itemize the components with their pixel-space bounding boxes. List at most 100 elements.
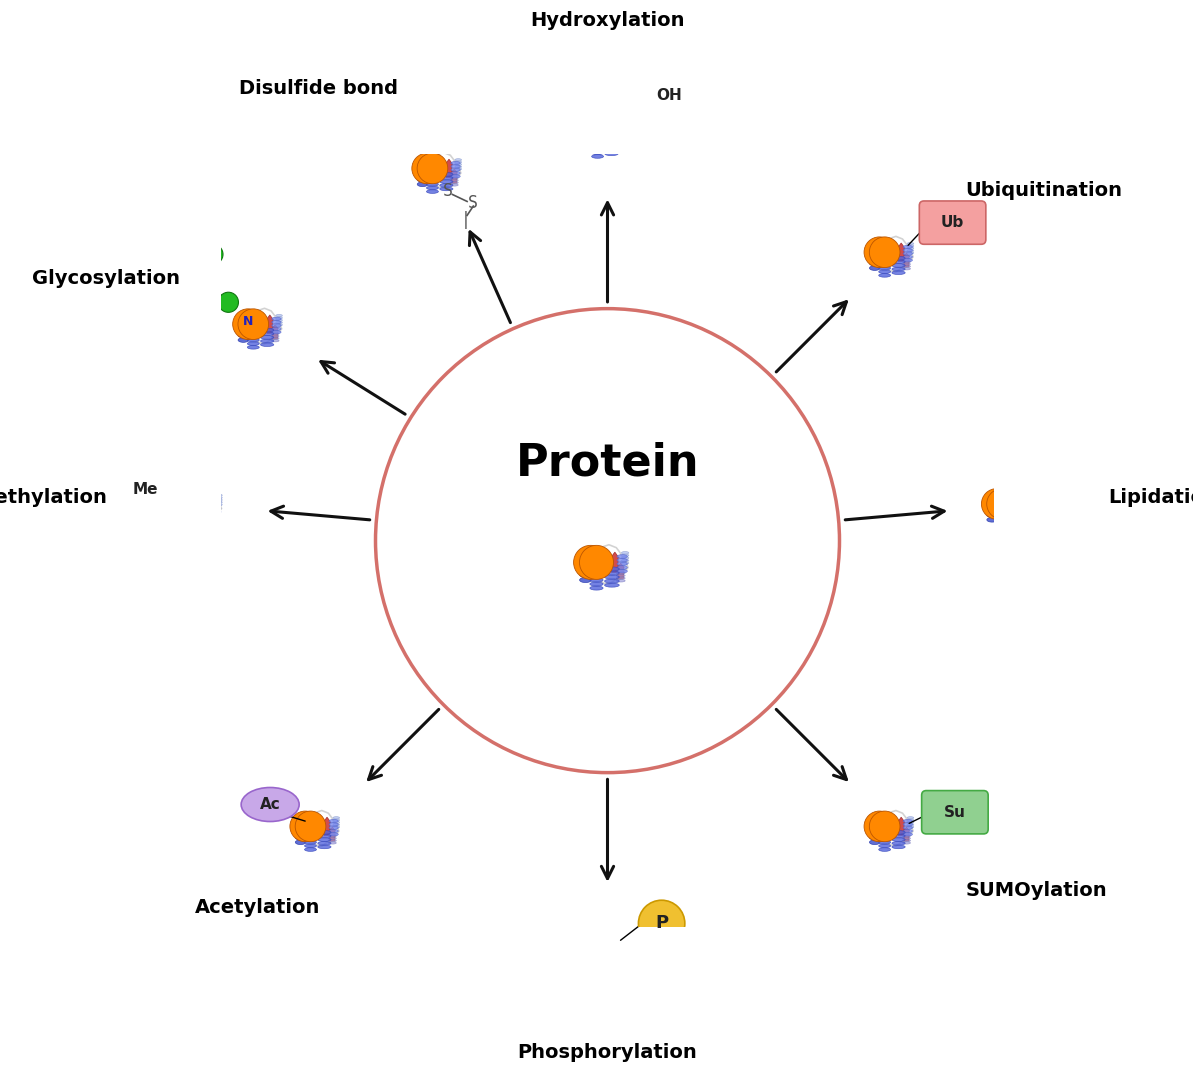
Ellipse shape [605,137,618,141]
Text: Disulfide bond: Disulfide bond [240,79,398,98]
Ellipse shape [605,152,618,156]
FancyArrow shape [888,815,895,833]
Ellipse shape [241,323,248,325]
Ellipse shape [260,343,273,347]
Ellipse shape [892,834,905,838]
Ellipse shape [879,259,891,263]
Ellipse shape [241,312,248,314]
Ellipse shape [907,817,914,819]
Ellipse shape [616,127,625,130]
Ellipse shape [996,514,1008,518]
Ellipse shape [903,261,910,263]
Ellipse shape [987,513,997,517]
Ellipse shape [616,142,624,144]
Ellipse shape [870,261,880,266]
Ellipse shape [211,519,220,521]
Ellipse shape [872,242,880,246]
Ellipse shape [907,821,914,824]
Ellipse shape [304,848,316,851]
Ellipse shape [617,572,625,574]
Ellipse shape [605,567,619,571]
Ellipse shape [870,266,880,270]
Text: Methylation: Methylation [0,488,106,508]
Ellipse shape [200,515,214,519]
Ellipse shape [620,938,626,940]
Ellipse shape [451,172,460,175]
Text: Hydroxylation: Hydroxylation [530,11,685,30]
Circle shape [196,269,215,289]
Ellipse shape [271,335,279,337]
Ellipse shape [187,514,199,518]
Ellipse shape [605,141,618,145]
Ellipse shape [907,247,914,249]
Ellipse shape [440,180,453,183]
Ellipse shape [580,562,592,568]
Ellipse shape [272,324,282,327]
Ellipse shape [180,493,188,495]
Ellipse shape [907,824,914,826]
FancyArrow shape [591,123,599,143]
FancyArrow shape [617,563,624,578]
Ellipse shape [870,826,880,831]
Ellipse shape [328,835,336,837]
Circle shape [233,309,264,339]
Ellipse shape [450,181,458,183]
Ellipse shape [617,570,628,573]
Ellipse shape [622,562,629,564]
Ellipse shape [585,124,593,127]
FancyArrow shape [445,159,453,178]
Ellipse shape [907,249,914,252]
Ellipse shape [1009,523,1022,526]
Ellipse shape [455,161,462,163]
Ellipse shape [450,177,458,179]
Ellipse shape [622,557,629,559]
Ellipse shape [296,822,305,826]
Ellipse shape [903,267,910,270]
Ellipse shape [582,129,593,133]
FancyArrow shape [1015,495,1022,513]
Ellipse shape [620,123,626,126]
FancyArrow shape [897,242,905,262]
FancyArrow shape [435,158,443,175]
Ellipse shape [870,822,880,826]
Circle shape [577,118,607,149]
Ellipse shape [870,256,880,261]
Text: Su: Su [944,805,966,820]
FancyArrow shape [309,813,315,822]
Ellipse shape [455,159,462,161]
Ellipse shape [211,503,221,506]
Ellipse shape [317,841,330,846]
Ellipse shape [589,570,604,574]
Ellipse shape [418,163,428,168]
Ellipse shape [1020,519,1028,521]
Ellipse shape [317,846,330,849]
Ellipse shape [872,818,880,820]
Ellipse shape [622,559,629,562]
Ellipse shape [622,552,629,554]
Ellipse shape [616,130,625,133]
Circle shape [203,245,223,264]
Text: OH: OH [656,88,682,103]
Ellipse shape [616,958,624,960]
Ellipse shape [616,133,625,136]
Ellipse shape [903,826,913,829]
Ellipse shape [872,240,880,242]
Text: Acetylation: Acetylation [194,898,320,917]
Ellipse shape [1009,515,1022,519]
Circle shape [638,900,685,946]
Ellipse shape [989,495,997,497]
Ellipse shape [582,549,592,553]
FancyArrow shape [888,241,895,259]
Ellipse shape [1025,499,1031,501]
Ellipse shape [211,515,220,517]
Ellipse shape [260,336,273,339]
Ellipse shape [592,144,604,147]
Circle shape [418,153,447,183]
Text: Protein: Protein [515,442,699,485]
Ellipse shape [879,270,891,274]
Ellipse shape [616,139,625,143]
Ellipse shape [605,571,619,575]
Ellipse shape [1020,506,1030,510]
Circle shape [180,221,199,241]
Ellipse shape [996,511,1008,514]
